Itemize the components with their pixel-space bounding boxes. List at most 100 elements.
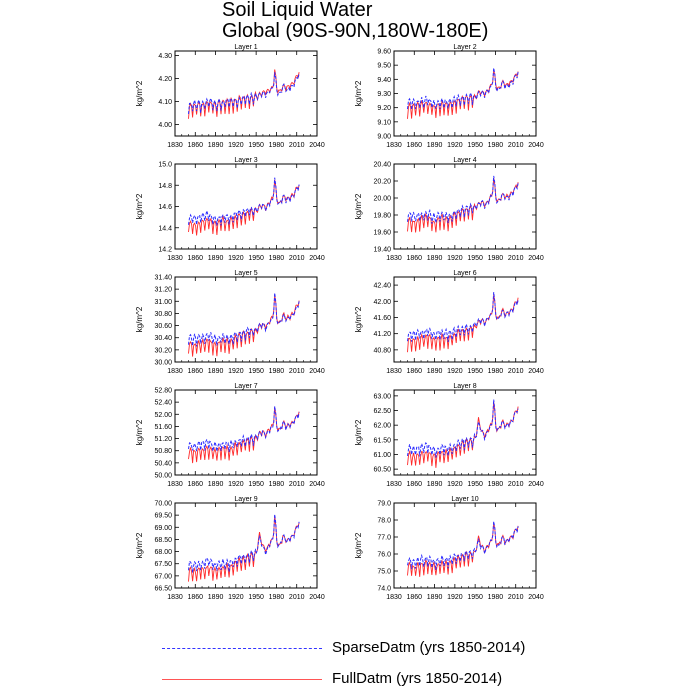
x-tick-label: 1980 xyxy=(269,594,285,601)
x-tick-label: 1890 xyxy=(208,255,224,262)
panel-title: Layer 6 xyxy=(453,270,476,277)
x-tick-label: 1980 xyxy=(488,255,504,262)
x-tick-label: 2040 xyxy=(528,594,544,601)
series-line-sparse xyxy=(188,514,300,573)
plot-frame xyxy=(174,276,318,363)
y-tick-label: 40.80 xyxy=(373,347,391,354)
series-line-sparse xyxy=(407,67,519,110)
x-tick-label: 2040 xyxy=(309,368,325,375)
legend-swatch-full xyxy=(162,679,322,680)
x-tick-label: 1980 xyxy=(488,481,504,488)
x-tick-label: 1890 xyxy=(208,481,224,488)
legend-label-full: FullDatm (yrs 1850-2014) xyxy=(332,670,503,687)
x-tick-label: 1830 xyxy=(386,368,402,375)
x-tick-label: 1980 xyxy=(269,368,285,375)
chart-panel-1: Layer 1 kg/m^2 1830 1860 1890 1920 1950 1980 201… xyxy=(135,44,325,149)
chart-panel-10: Layer 10 kg/m^2 1830 1860 1890 1920 1950 1980 20… xyxy=(354,496,544,601)
chart-panel-4: Layer 4 kg/m^2 1830 1860 1890 1920 1950 1980 201… xyxy=(354,157,544,262)
plot-frame xyxy=(174,50,318,137)
y-axis-label: kg/m^2 xyxy=(354,193,363,219)
y-tick-label: 9.60 xyxy=(377,49,391,56)
x-tick-label: 2040 xyxy=(528,255,544,262)
plot-frame xyxy=(174,389,318,476)
y-tick-label: 61.50 xyxy=(373,437,391,444)
panel-title: Layer 7 xyxy=(234,383,257,390)
x-tick-label: 1920 xyxy=(228,368,244,375)
y-tick-label: 79.0 xyxy=(377,501,391,508)
x-tick-label: 1830 xyxy=(167,255,183,262)
y-tick-label: 52.80 xyxy=(154,388,172,395)
x-tick-label: 1890 xyxy=(427,368,443,375)
series-line-sparse xyxy=(188,406,300,453)
x-tick-label: 1890 xyxy=(427,481,443,488)
series-line-full xyxy=(188,295,300,357)
y-tick-label: 66.50 xyxy=(154,586,172,593)
x-tick-label: 1980 xyxy=(488,368,504,375)
panel-title: Layer 8 xyxy=(453,383,476,390)
panel-title: Layer 2 xyxy=(453,44,476,51)
y-tick-label: 41.60 xyxy=(373,315,391,322)
plot-frame xyxy=(393,389,537,476)
y-tick-label: 31.20 xyxy=(154,287,172,294)
x-tick-label: 1950 xyxy=(248,142,264,149)
x-tick-label: 1830 xyxy=(386,255,402,262)
x-tick-label: 1950 xyxy=(467,481,483,488)
x-tick-label: 1860 xyxy=(187,368,203,375)
chart-panel-2: Layer 2 kg/m^2 1830 1860 1890 1920 1950 1980 201… xyxy=(354,44,544,149)
y-tick-label: 30.00 xyxy=(154,360,172,367)
y-tick-label: 4.30 xyxy=(158,53,172,60)
y-tick-label: 75.0 xyxy=(377,569,391,576)
chart-panel-7: Layer 7 kg/m^2 1830 1860 1890 1920 1950 1980 201… xyxy=(135,383,325,488)
y-tick-label: 30.20 xyxy=(154,347,172,354)
y-tick-label: 4.20 xyxy=(158,76,172,83)
y-axis-label: kg/m^2 xyxy=(135,306,144,332)
panel-title: Layer 5 xyxy=(234,270,257,277)
plot-frame xyxy=(393,163,537,250)
y-tick-label: 63.00 xyxy=(373,393,391,400)
x-tick-label: 1920 xyxy=(447,481,463,488)
chart-panel-5: Layer 5 kg/m^2 1830 1860 1890 1920 1950 1980 201… xyxy=(135,270,325,375)
x-tick-label: 2040 xyxy=(528,481,544,488)
x-tick-label: 1920 xyxy=(228,142,244,149)
series-line-full xyxy=(407,70,519,119)
y-tick-label: 9.20 xyxy=(377,105,391,112)
y-tick-label: 50.00 xyxy=(154,473,172,480)
y-axis-label: kg/m^2 xyxy=(135,80,144,106)
y-tick-label: 9.50 xyxy=(377,63,391,70)
x-tick-label: 1950 xyxy=(248,368,264,375)
series-line-full xyxy=(407,178,519,233)
y-axis-label: kg/m^2 xyxy=(354,532,363,558)
y-tick-label: 78.0 xyxy=(377,518,391,525)
plot-frame xyxy=(174,163,318,250)
series-line-sparse xyxy=(407,175,519,224)
x-tick-label: 1860 xyxy=(187,142,203,149)
x-tick-label: 1950 xyxy=(467,368,483,375)
x-tick-label: 2040 xyxy=(309,481,325,488)
panel-title: Layer 9 xyxy=(234,496,257,503)
y-tick-label: 51.60 xyxy=(154,424,172,431)
panel-title: Layer 1 xyxy=(234,44,257,51)
x-tick-label: 1830 xyxy=(386,142,402,149)
x-tick-label: 1860 xyxy=(406,594,422,601)
x-tick-label: 2040 xyxy=(528,368,544,375)
chart-panel-9: Layer 9 kg/m^2 1830 1860 1890 1920 1950 1980 201… xyxy=(135,496,325,601)
series-line-sparse xyxy=(188,177,300,226)
figure-title: Soil Liquid Water xyxy=(222,0,373,21)
y-tick-label: 20.40 xyxy=(373,162,391,169)
x-tick-label: 2010 xyxy=(289,368,305,375)
plot-frame xyxy=(393,276,537,363)
y-tick-label: 68.00 xyxy=(154,549,172,556)
x-tick-label: 1980 xyxy=(488,594,504,601)
x-tick-label: 2010 xyxy=(289,481,305,488)
y-tick-label: 67.00 xyxy=(154,573,172,580)
x-tick-label: 2010 xyxy=(508,368,524,375)
y-tick-label: 9.10 xyxy=(377,119,391,126)
y-tick-label: 31.00 xyxy=(154,299,172,306)
x-tick-label: 1920 xyxy=(447,142,463,149)
y-tick-label: 76.0 xyxy=(377,552,391,559)
y-axis-label: kg/m^2 xyxy=(135,193,144,219)
x-tick-label: 1980 xyxy=(269,255,285,262)
x-tick-label: 1860 xyxy=(187,255,203,262)
x-tick-label: 1860 xyxy=(406,368,422,375)
x-tick-label: 1950 xyxy=(248,255,264,262)
